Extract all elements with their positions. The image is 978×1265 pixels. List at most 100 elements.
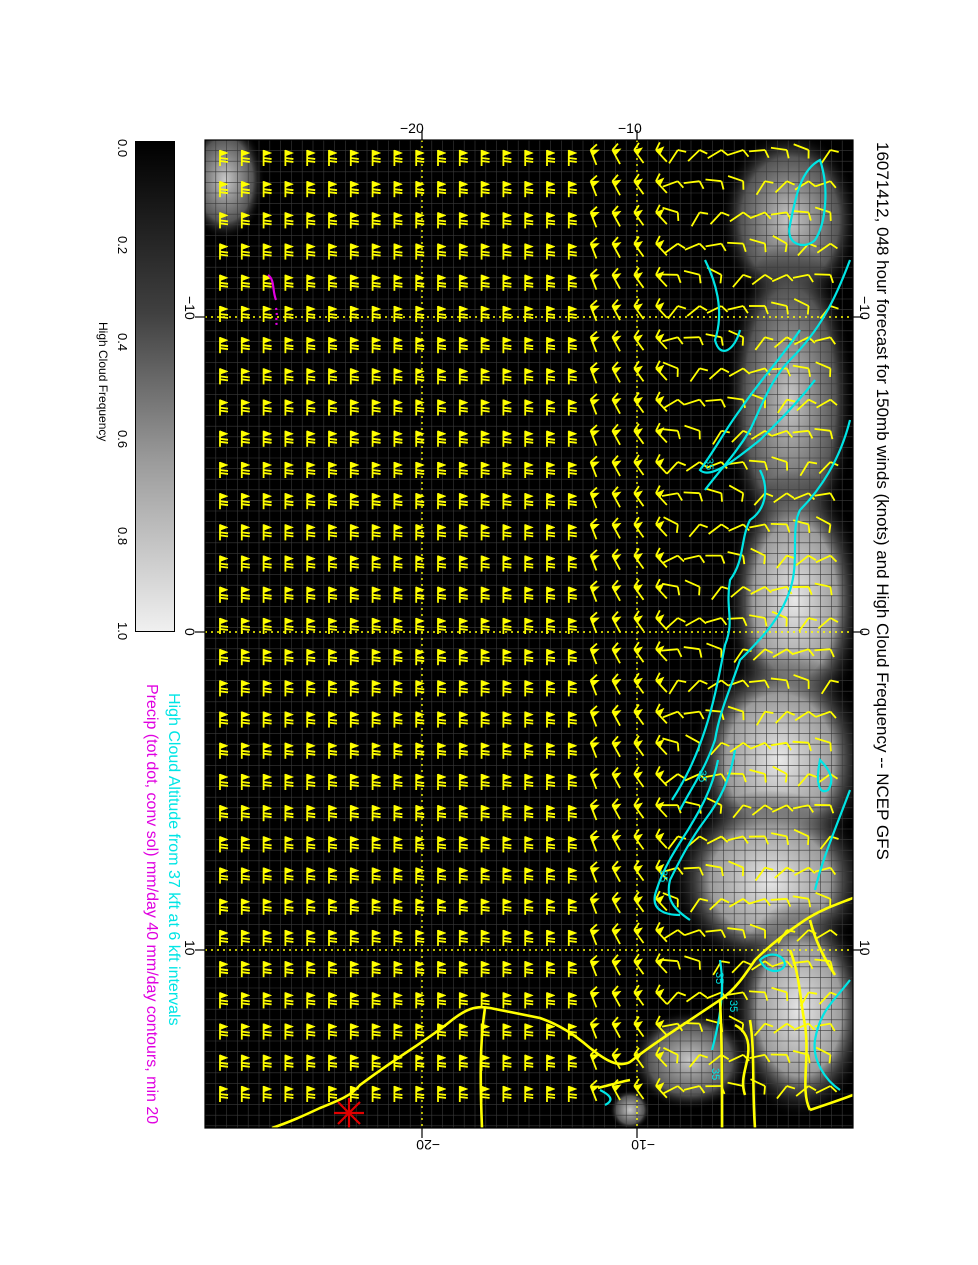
wind-barb [727, 705, 745, 721]
right-tick-label: −10 [857, 296, 873, 320]
wind-barb [415, 368, 425, 385]
wind-barb [415, 243, 425, 260]
wind-barb [524, 648, 534, 666]
wind-barb [502, 586, 513, 603]
wind-barb [567, 992, 578, 1009]
wind-barb [633, 204, 645, 226]
wind-barb [480, 305, 491, 322]
wind-barb [814, 1022, 836, 1032]
wind-barb [219, 430, 229, 447]
wind-barb [546, 555, 556, 572]
wind-barb [219, 243, 229, 260]
wind-barb [502, 430, 513, 447]
wind-barb [770, 897, 792, 907]
wind-barb [567, 804, 578, 822]
wind-barb [262, 804, 273, 822]
wind-barb [611, 174, 622, 196]
wind-barb [754, 336, 774, 351]
wind-barb [328, 648, 338, 666]
wind-barb [814, 273, 834, 284]
wind-barb [328, 680, 338, 697]
wind-barb [727, 927, 747, 939]
wind-barb [262, 399, 273, 416]
wind-barb [524, 243, 534, 260]
wind-barb [328, 867, 338, 884]
wind-barb [306, 680, 316, 697]
wind-barb [524, 524, 534, 541]
wind-barb [755, 180, 774, 196]
wind-barb [770, 367, 792, 377]
wind-barb [349, 1023, 360, 1040]
wind-barb [371, 960, 382, 978]
wind-barb [437, 524, 447, 541]
wind-barb [774, 866, 795, 879]
wind-barb [663, 554, 685, 564]
wind-barb [306, 867, 316, 884]
wind-barb [589, 237, 600, 259]
wind-barb [770, 741, 792, 751]
wind-barb [437, 461, 447, 478]
wind-barb [349, 524, 360, 541]
wind-barb [415, 804, 425, 822]
wind-barb [611, 142, 622, 165]
wind-barb [306, 929, 316, 946]
wind-barb [633, 766, 645, 788]
wind-barb [589, 143, 600, 166]
wind-barb [262, 243, 273, 260]
wind-barb [705, 929, 727, 939]
wind-barb [328, 180, 338, 198]
wind-barb [262, 617, 273, 634]
wind-barb [771, 273, 794, 283]
wind-barb [589, 954, 600, 977]
wind-barb [306, 368, 316, 385]
wind-barb [655, 921, 668, 943]
wind-barb [262, 992, 273, 1009]
wind-barb [655, 672, 668, 693]
wind-barb [393, 992, 404, 1009]
wind-barb [415, 180, 425, 198]
wind-barb [546, 680, 556, 697]
wind-barb [393, 773, 404, 790]
wind-barb [705, 487, 723, 502]
wind-barb [546, 399, 556, 416]
wind-barb [567, 960, 578, 978]
wind-barb [771, 301, 789, 315]
wind-barb [546, 1023, 556, 1040]
wind-barb [349, 492, 360, 510]
wind-barb [219, 492, 229, 510]
wind-barb [684, 579, 701, 596]
wind-barb [502, 492, 513, 510]
wind-barb [415, 212, 425, 229]
wind-barb [688, 523, 708, 538]
wind-barb [686, 305, 708, 317]
contour-label: 35 [657, 870, 669, 882]
wind-barb [708, 523, 730, 535]
wind-barb [793, 674, 810, 689]
wind-barb [262, 648, 273, 666]
wind-barb [633, 735, 645, 757]
wind-barb [349, 243, 360, 260]
wind-barb [777, 398, 796, 414]
wind-barb [284, 149, 295, 166]
wind-barb [458, 368, 469, 385]
wind-barb [611, 985, 622, 1007]
wind-barb [546, 368, 556, 385]
wind-barb [749, 238, 767, 253]
wind-barb [706, 797, 723, 814]
wind-barb [731, 960, 752, 974]
wind-barb [524, 1085, 534, 1102]
wind-barb [284, 992, 295, 1009]
wind-barb [655, 828, 668, 849]
wind-barb [284, 212, 295, 229]
wind-barb [240, 586, 251, 603]
wind-barb [284, 1054, 295, 1071]
wind-barb [328, 992, 338, 1009]
wind-barb [306, 586, 316, 603]
wind-barb [589, 206, 600, 228]
wind-barb [240, 804, 251, 822]
wind-barb [567, 1054, 578, 1071]
wind-barb [502, 960, 513, 978]
wind-barb [458, 680, 469, 697]
wind-barb [567, 368, 578, 385]
wind-barb [437, 960, 447, 978]
